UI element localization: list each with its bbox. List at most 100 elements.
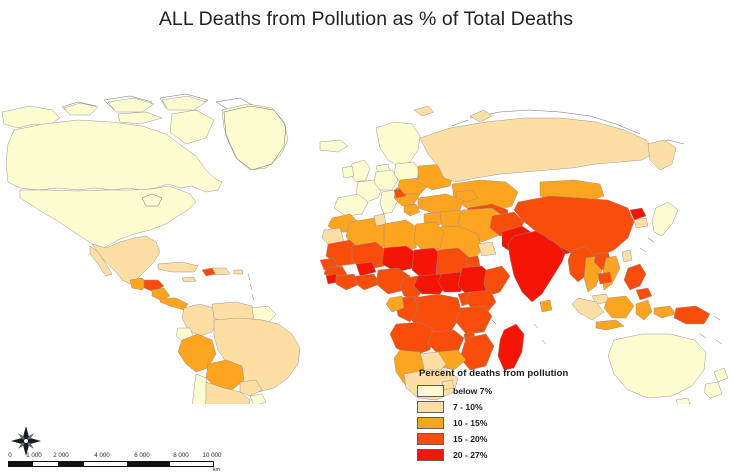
legend-item-15-20: 15 - 20% xyxy=(417,431,627,446)
region-egypt xyxy=(414,222,444,252)
legend-label-7-10: 7 - 10% xyxy=(453,401,483,412)
region-jamaica xyxy=(182,277,196,282)
scale-bar-ticks: 0 1 000 2 000 4 000 6 000 8 000 10 000 xyxy=(8,452,222,461)
usa-great-lakes xyxy=(141,193,163,207)
legend-label-20-27: 20 - 27% xyxy=(453,449,488,460)
region-novaya-zemlya xyxy=(470,110,492,122)
legend-title: Percent of deaths from pollution xyxy=(419,368,569,379)
legend-item-20-27: 20 - 27% xyxy=(417,447,627,462)
lesser-antilles xyxy=(247,273,255,301)
region-russia xyxy=(420,118,656,182)
region-java xyxy=(596,320,624,330)
region-papua-new-guinea xyxy=(674,306,710,324)
region-sumatra xyxy=(572,298,604,320)
region-ireland xyxy=(342,166,354,178)
region-france xyxy=(356,180,382,202)
legend-swatch-7-10 xyxy=(417,400,444,413)
region-mexico xyxy=(92,236,160,284)
region-taiwan xyxy=(622,250,632,262)
japan-southern-islands xyxy=(639,237,655,253)
region-sri-lanka xyxy=(540,300,552,312)
scale-segment-6 xyxy=(170,462,213,466)
scale-tick-4000: 4 000 xyxy=(94,452,110,459)
indian-ocean-islands xyxy=(491,319,547,345)
region-dominican-republic xyxy=(212,268,230,275)
scale-segment-4 xyxy=(84,462,128,466)
scale-bar-graphic xyxy=(8,461,214,467)
scale-segment-3 xyxy=(57,462,85,466)
region-new-zealand-south xyxy=(704,382,722,398)
region-philippines-south xyxy=(636,288,652,300)
region-baffin-island xyxy=(170,110,214,144)
region-japan xyxy=(652,202,678,236)
scale-bar-unit: km xyxy=(212,467,220,473)
region-liberia-cote-divoire xyxy=(336,274,360,290)
region-argentina xyxy=(202,382,250,404)
region-tasmania xyxy=(676,398,690,404)
region-cuba xyxy=(158,262,198,272)
scale-tick-8000: 8 000 xyxy=(173,452,189,459)
scale-segment-1 xyxy=(9,462,34,466)
region-new-zealand-north xyxy=(714,368,728,382)
legend-swatch-20-27 xyxy=(417,448,444,461)
region-madagascar xyxy=(498,324,524,370)
region-colombia xyxy=(182,304,218,336)
world-map-svg xyxy=(0,93,732,404)
legend-swatch-below-7 xyxy=(417,384,444,397)
scale-tick-1000: 1 000 xyxy=(26,452,42,459)
region-indonesia-east xyxy=(654,306,676,318)
legend-label-15-20: 15 - 20% xyxy=(453,433,488,444)
region-mali xyxy=(352,242,388,270)
scale-tick-2000: 2 000 xyxy=(53,452,69,459)
region-greece xyxy=(404,204,420,216)
region-gabon xyxy=(386,296,404,312)
region-sulawesi xyxy=(636,300,652,320)
region-borneo xyxy=(604,296,634,318)
scale-segment-5 xyxy=(127,462,171,466)
region-baja-california xyxy=(90,246,112,276)
region-oman xyxy=(478,242,496,256)
legend-item-10-15: 10 - 15% xyxy=(417,415,627,430)
region-chile xyxy=(188,374,208,404)
north-arrow-icon xyxy=(11,426,41,456)
region-germany-benelux xyxy=(374,170,398,190)
region-kamchatka xyxy=(648,140,676,170)
region-greenland xyxy=(222,104,288,170)
region-canadian-arctic-4 xyxy=(118,112,162,124)
region-svalbard xyxy=(414,106,434,116)
scale-segment-2 xyxy=(33,462,58,466)
region-puerto-rico xyxy=(234,270,243,274)
region-caucasus xyxy=(456,190,478,202)
map-scale-bar: 0 1 000 2 000 4 000 6 000 8 000 10 000 k… xyxy=(8,452,222,473)
region-somalia xyxy=(484,266,510,296)
legend-swatch-15-20 xyxy=(417,432,444,445)
pacific-islands xyxy=(699,315,723,345)
region-australia xyxy=(608,334,706,398)
region-north-korea xyxy=(630,208,646,220)
region-philippines xyxy=(624,264,646,290)
legend-item-7-10: 7 - 10% xyxy=(417,399,627,414)
region-canadian-arctic xyxy=(64,103,98,115)
region-angola xyxy=(390,322,434,356)
region-iceland xyxy=(320,140,348,152)
page-title: ALL Deaths from Pollution as % of Total … xyxy=(158,8,574,30)
region-burkina-faso xyxy=(356,262,376,276)
region-iberia xyxy=(334,194,368,216)
region-ghana-togo-benin xyxy=(356,274,380,290)
scale-tick-6000: 6 000 xyxy=(134,452,150,459)
region-tanzania xyxy=(456,306,492,334)
legend-label-10-15: 10 - 15% xyxy=(453,417,488,428)
region-south-korea xyxy=(634,218,648,228)
legend-label-below-7: below 7% xyxy=(453,385,493,396)
region-bolivia xyxy=(206,360,244,390)
map-legend: Percent of deaths from pollution below 7… xyxy=(417,368,627,463)
legend-item-below-7: below 7% xyxy=(417,383,627,398)
region-uruguay xyxy=(250,394,266,404)
region-canadian-arctic-3 xyxy=(162,96,206,110)
scale-tick-0: 0 xyxy=(8,452,12,459)
region-paraguay xyxy=(240,380,262,396)
choropleth-map xyxy=(0,52,732,404)
scale-tick-10000: 10 000 xyxy=(202,452,222,459)
region-united-states xyxy=(20,186,196,248)
region-canadian-arctic-2 xyxy=(108,98,154,112)
